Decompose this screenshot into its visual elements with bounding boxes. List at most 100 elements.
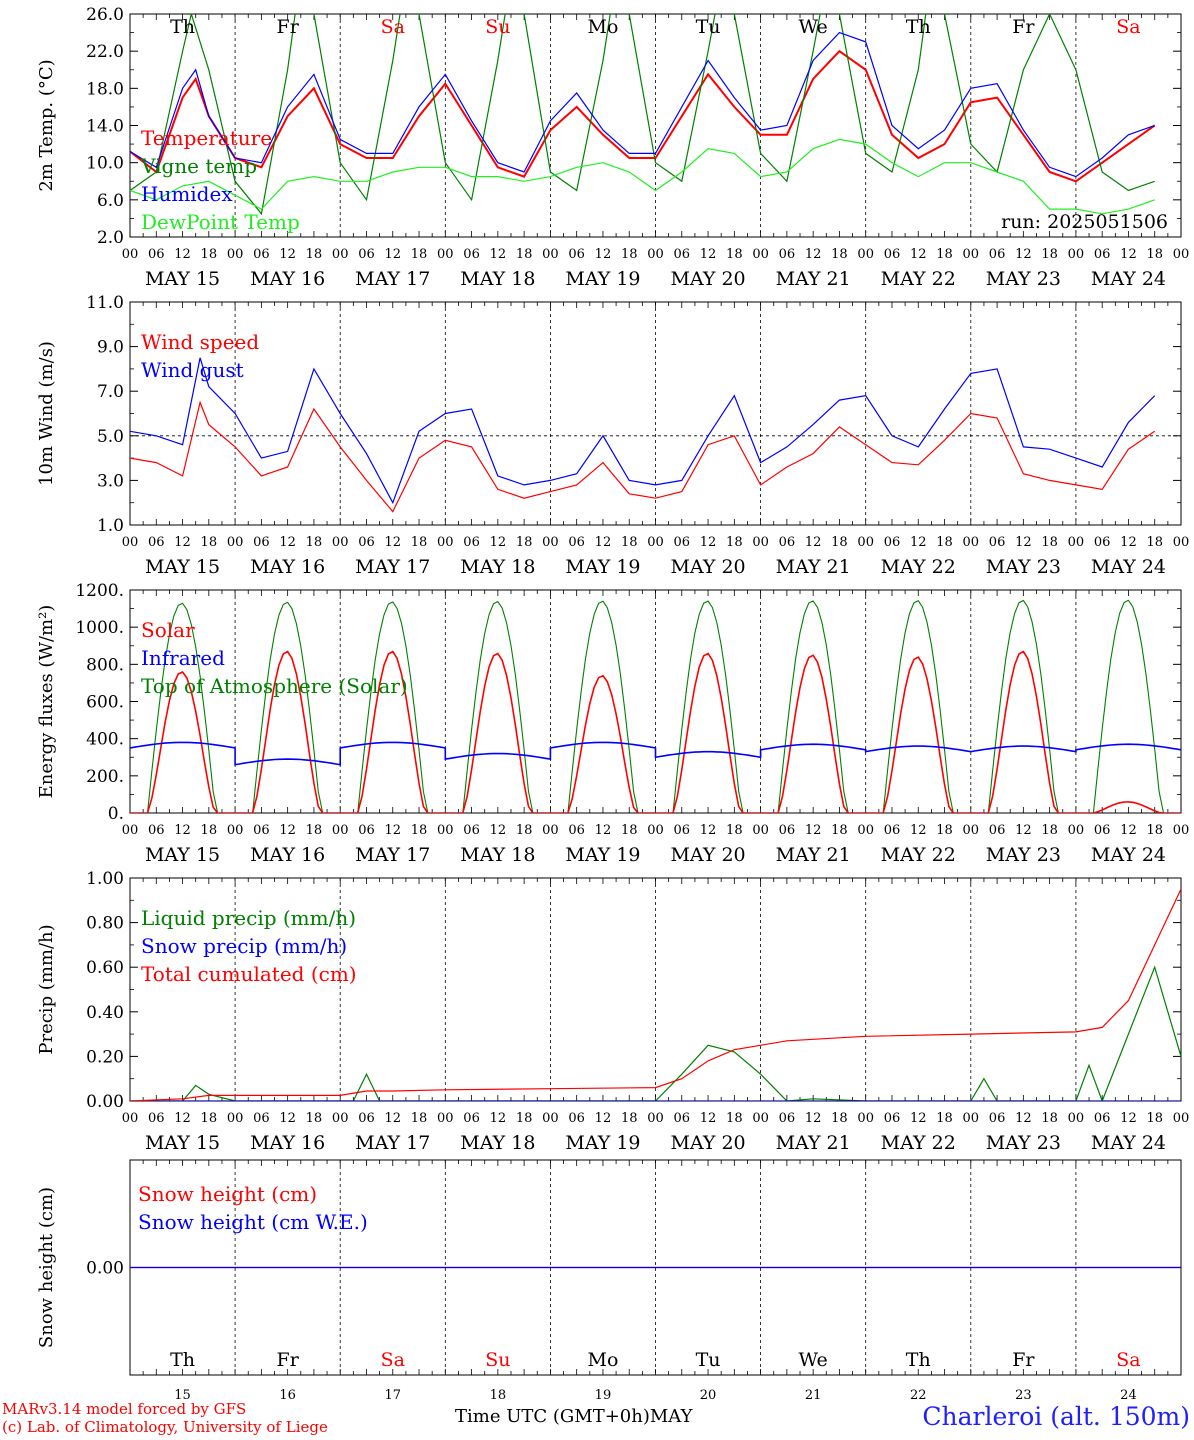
date-label: MAY 21 xyxy=(776,1132,851,1154)
hour-label: 18 xyxy=(306,247,323,262)
legend-entry: Total cumulated (cm) xyxy=(141,962,357,986)
hour-label: 06 xyxy=(253,1111,270,1126)
day-name-top: Mo xyxy=(587,16,618,38)
hour-label: 00 xyxy=(963,535,980,550)
y-tick-label: 0.60 xyxy=(86,958,124,978)
date-label: MAY 16 xyxy=(250,844,325,866)
date-label: MAY 20 xyxy=(670,556,745,578)
legend-entry: Temperature xyxy=(141,126,272,150)
hour-label: 18 xyxy=(1146,535,1163,550)
y-tick-label: 0.00 xyxy=(86,1092,124,1112)
day-name-top: Fr xyxy=(1012,16,1035,38)
day-number: 23 xyxy=(1015,1388,1032,1403)
y-tick-label: 7.0 xyxy=(97,382,124,402)
series-1 xyxy=(130,357,1156,505)
hour-label: 06 xyxy=(1094,823,1111,838)
hour-label: 00 xyxy=(227,1111,244,1126)
y-tick-label: 6.0 xyxy=(97,191,124,211)
hour-label: 00 xyxy=(437,823,454,838)
hour-label: 06 xyxy=(779,823,796,838)
hour-label: 12 xyxy=(174,535,191,550)
date-label: MAY 16 xyxy=(250,556,325,578)
hour-label: 06 xyxy=(779,535,796,550)
hour-label: 06 xyxy=(884,535,901,550)
hour-label: 00 xyxy=(752,247,769,262)
hour-label: 06 xyxy=(989,247,1006,262)
hour-label: 18 xyxy=(831,823,848,838)
date-label: MAY 22 xyxy=(881,268,956,290)
day-name-bottom: Sa xyxy=(1116,1349,1140,1371)
hour-label: 18 xyxy=(1146,1111,1163,1126)
hour-label: 18 xyxy=(936,823,953,838)
hour-label: 06 xyxy=(358,823,375,838)
legend-entry: Snow height (cm W.E.) xyxy=(138,1210,368,1234)
hour-label: 18 xyxy=(201,535,218,550)
legend-entry: Top of Atmosphere (Solar) xyxy=(141,674,408,698)
y-tick-label: 2.0 xyxy=(97,228,124,248)
y-axis-label: Energy fluxes (W/m²) xyxy=(36,605,57,799)
panel-5: 0.00 Snow height (cm) Snow height (cm) Snow… xyxy=(36,1159,1182,1376)
hour-label: 12 xyxy=(1015,823,1032,838)
hour-label: 12 xyxy=(174,247,191,262)
hour-label: 06 xyxy=(253,823,270,838)
day-number: 16 xyxy=(279,1388,296,1403)
hour-label: 18 xyxy=(726,823,743,838)
hour-label: 06 xyxy=(989,823,1006,838)
hour-label: 18 xyxy=(516,247,533,262)
y-tick-label: 200. xyxy=(86,767,124,787)
day-name-bottom: Fr xyxy=(277,1349,300,1371)
y-tick-label: 1.0 xyxy=(97,516,124,536)
hour-label: 12 xyxy=(595,247,612,262)
hour-label: 00 xyxy=(963,823,980,838)
hour-label: 00 xyxy=(122,1111,139,1126)
hour-label: 12 xyxy=(279,1111,296,1126)
hour-label: 00 xyxy=(332,247,349,262)
hour-label: 00 xyxy=(542,1111,559,1126)
hour-label: 12 xyxy=(384,1111,401,1126)
day-name-top: Sa xyxy=(1116,16,1140,38)
date-label: MAY 16 xyxy=(250,1132,325,1154)
day-name-top: Su xyxy=(485,16,510,38)
hour-label: 00 xyxy=(1068,247,1085,262)
hour-label: 12 xyxy=(700,247,717,262)
hour-label: 18 xyxy=(1041,247,1058,262)
hour-label: 18 xyxy=(726,535,743,550)
hour-label: 06 xyxy=(568,535,585,550)
day-number: 24 xyxy=(1120,1388,1137,1403)
hour-label: 18 xyxy=(306,1111,323,1126)
y-tick-label: 11.0 xyxy=(86,293,124,313)
credit-lab: (c) Lab. of Climatology, University of L… xyxy=(2,1418,328,1436)
hour-label: 06 xyxy=(1094,535,1111,550)
series-3 xyxy=(130,138,1155,215)
hour-label: 06 xyxy=(253,535,270,550)
y-tick-label: 0. xyxy=(108,804,124,824)
hour-label: 00 xyxy=(122,247,139,262)
hour-label: 18 xyxy=(306,535,323,550)
hour-label: 00 xyxy=(542,823,559,838)
hour-label: 00 xyxy=(752,1111,769,1126)
hour-label: 00 xyxy=(332,535,349,550)
hour-label: 00 xyxy=(1173,1111,1190,1126)
date-label: MAY 15 xyxy=(145,844,220,866)
series-0 xyxy=(130,400,1156,513)
date-label: MAY 15 xyxy=(145,1132,220,1154)
legend-entry: Snow precip (mm/h) xyxy=(141,934,347,958)
hour-label: 06 xyxy=(463,823,480,838)
hour-label: 12 xyxy=(1120,247,1137,262)
y-tick-label: 14.0 xyxy=(86,117,124,137)
hour-label: 06 xyxy=(779,247,796,262)
date-label: MAY 22 xyxy=(881,844,956,866)
panel-4: 0.00 0.20 0.40 0.60 0.80 1.00 Precip (mm/h) 00 0… xyxy=(36,869,1189,1154)
hour-label: 18 xyxy=(726,247,743,262)
date-label: MAY 24 xyxy=(1091,556,1166,578)
day-name-top: We xyxy=(799,16,828,38)
date-label: MAY 21 xyxy=(776,844,851,866)
hour-label: 06 xyxy=(148,823,165,838)
hour-label: 00 xyxy=(857,535,874,550)
day-number: 21 xyxy=(805,1388,822,1403)
hour-label: 00 xyxy=(122,535,139,550)
hour-label: 18 xyxy=(936,1111,953,1126)
hour-label: 00 xyxy=(647,247,664,262)
day-name-bottom: Sa xyxy=(381,1349,405,1371)
y-axis-label: Snow height (cm) xyxy=(36,1187,57,1348)
